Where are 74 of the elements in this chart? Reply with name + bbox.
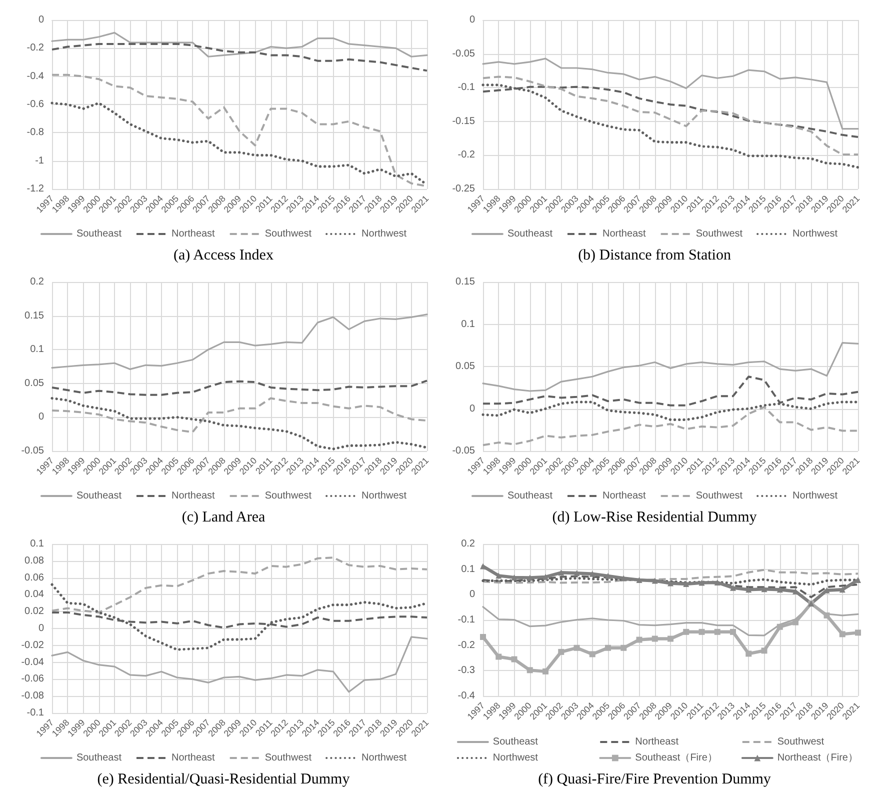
y-tick-label: 0.05	[456, 361, 476, 372]
y-tick-label: -0.05	[452, 446, 476, 456]
legend-label: Northwest	[362, 228, 407, 240]
y-tick-label: 0.2	[461, 538, 476, 550]
legend-label: Northeast（Fire）	[777, 752, 858, 764]
y-tick-label: 0.15	[456, 276, 476, 288]
text: (f) Quasi-Fire/Fire Prevention Dummy	[538, 772, 772, 788]
legend-label: Northeast	[171, 752, 216, 764]
legend-label: Northeast	[602, 490, 646, 502]
legend-label: Southwest	[696, 228, 743, 240]
legend-label: Southeast	[507, 490, 553, 502]
legend-label: Southeast	[76, 228, 122, 240]
y-tick-label: -0.2	[458, 150, 476, 161]
y-tick-label: 0	[38, 14, 44, 26]
y-tick-label: -1.2	[26, 184, 44, 194]
y-tick-label: -0.4	[458, 690, 476, 702]
y-tick-label: -0.1	[458, 82, 476, 94]
legend-label: Southwest	[264, 490, 312, 502]
y-tick-label: 0.02	[24, 606, 44, 618]
y-tick-label: -0.05	[452, 48, 476, 60]
legend-label: Southwest	[264, 752, 312, 764]
y-tick-label: 0	[38, 623, 44, 634]
y-tick-label: 0.06	[24, 572, 44, 584]
y-tick-label: -0.6	[26, 99, 44, 110]
legend-label: Southeast	[492, 736, 538, 748]
y-tick-label: -0.2	[26, 42, 44, 54]
y-tick-label: -0.1	[458, 614, 476, 626]
legend-label: Southwest	[777, 736, 824, 748]
y-tick-label: -0.8	[26, 127, 44, 138]
legend-label: Southwest	[696, 490, 743, 502]
y-tick-label: 0.04	[24, 589, 44, 600]
y-tick-label: -0.06	[21, 674, 44, 685]
y-tick-label: -0.25	[452, 184, 476, 194]
y-tick-label: -0.04	[21, 656, 44, 668]
y-tick-label: -0.05	[21, 446, 44, 456]
y-tick-label: -1	[35, 155, 44, 166]
y-tick-label: -0.02	[21, 640, 44, 651]
y-tick-label: 0.1	[30, 538, 44, 550]
y-tick-label: 0.2	[30, 276, 44, 288]
legend-label: Southeast	[76, 490, 122, 502]
legend-label: Northeast	[171, 228, 216, 240]
legend-label: Southwest	[264, 228, 312, 240]
y-tick-label: -0.4	[26, 70, 44, 82]
legend-label: Northwest	[792, 490, 838, 502]
text: (d) Low-Rise Residential Dummy	[552, 510, 758, 526]
text: (c) Land Area	[182, 510, 266, 526]
legend-label: Southeast	[76, 752, 122, 764]
legend-label: Southeast（Fire）	[635, 752, 718, 764]
text: (b) Distance from Station	[578, 248, 732, 264]
y-tick-label: -0.2	[458, 640, 476, 651]
y-tick-label: -0.1	[26, 708, 44, 718]
legend-label: Northwest	[362, 490, 407, 502]
y-tick-label: 0	[469, 14, 476, 26]
y-tick-label: 0	[469, 403, 476, 414]
legend-label: Southeast	[507, 228, 553, 240]
y-tick-label: 0.1	[30, 344, 44, 356]
y-tick-label: -0.3	[458, 665, 476, 676]
legend-label: Northwest	[362, 752, 407, 764]
y-tick-label: 0.08	[24, 555, 44, 566]
legend-label: Northwest	[792, 228, 838, 240]
y-tick-label: -0.08	[21, 690, 44, 702]
text: (a) Access Index	[174, 248, 274, 264]
legend-label: Northeast	[171, 490, 216, 502]
y-tick-label: 0.15	[24, 310, 44, 322]
legend-label: Northwest	[492, 752, 538, 764]
y-tick-label: 0	[38, 412, 44, 423]
legend-label: Northeast	[635, 736, 679, 748]
y-tick-label: 0	[469, 589, 476, 600]
legend-label: Northeast	[602, 228, 646, 240]
y-tick-label: 0.1	[461, 318, 476, 330]
y-tick-label: 0.1	[461, 564, 476, 575]
y-tick-label: 0.05	[24, 378, 44, 389]
y-tick-label: -0.15	[452, 116, 476, 127]
text: (e) Residential/Quasi-Residential Dummy	[97, 772, 350, 788]
